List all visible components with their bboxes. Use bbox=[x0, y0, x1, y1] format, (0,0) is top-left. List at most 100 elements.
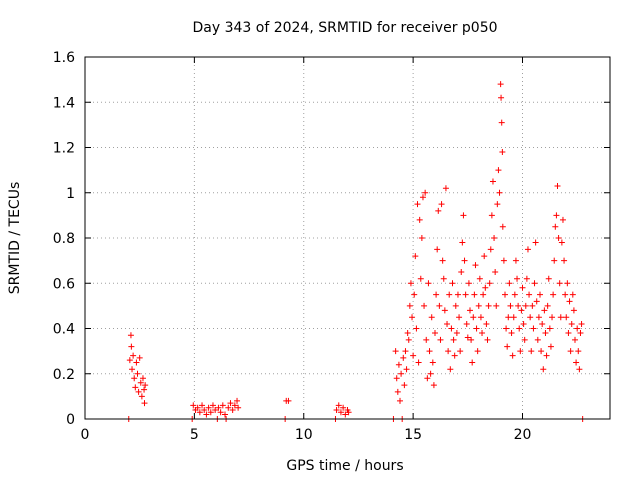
data-point bbox=[464, 334, 471, 341]
data-point bbox=[458, 268, 465, 275]
data-point bbox=[203, 411, 210, 418]
data-point bbox=[578, 320, 585, 327]
data-point bbox=[506, 280, 513, 287]
data-point bbox=[480, 291, 487, 298]
data-point bbox=[460, 212, 467, 219]
data-point bbox=[502, 291, 508, 298]
data-point bbox=[219, 402, 226, 409]
data-point bbox=[333, 406, 340, 413]
data-point bbox=[190, 402, 197, 409]
x-tick-label: 0 bbox=[81, 427, 90, 443]
data-point bbox=[409, 314, 416, 321]
data-point bbox=[482, 284, 489, 291]
data-point bbox=[541, 307, 548, 314]
y-tick-label: 1.2 bbox=[53, 141, 75, 157]
data-point bbox=[427, 370, 434, 377]
data-point bbox=[449, 280, 456, 287]
data-point bbox=[508, 330, 515, 337]
data-point bbox=[446, 291, 453, 298]
data-point bbox=[531, 280, 538, 287]
data-point bbox=[479, 330, 486, 337]
data-point bbox=[212, 406, 219, 413]
data-point bbox=[457, 348, 464, 355]
data-point bbox=[533, 298, 540, 305]
data-point bbox=[487, 246, 494, 253]
y-tick-label: 1.4 bbox=[53, 95, 75, 111]
data-point bbox=[437, 336, 444, 343]
data-point bbox=[511, 291, 518, 298]
data-point bbox=[196, 409, 203, 416]
data-point bbox=[436, 302, 443, 309]
data-point bbox=[432, 330, 438, 337]
data-points bbox=[125, 81, 586, 422]
data-point bbox=[406, 302, 413, 309]
x-tick-label: 5 bbox=[190, 427, 199, 443]
data-point bbox=[576, 366, 583, 373]
data-point bbox=[397, 397, 403, 404]
data-point bbox=[471, 291, 478, 298]
data-point bbox=[526, 291, 533, 298]
data-point bbox=[423, 336, 430, 343]
data-point bbox=[544, 302, 551, 309]
x-tick-label: 15 bbox=[404, 427, 422, 443]
data-point bbox=[430, 382, 437, 389]
data-point bbox=[551, 257, 558, 264]
data-point bbox=[142, 382, 149, 389]
data-point bbox=[229, 406, 236, 413]
data-point bbox=[500, 257, 507, 264]
data-point bbox=[217, 409, 224, 416]
data-point bbox=[474, 348, 481, 355]
data-point bbox=[475, 302, 482, 309]
data-point bbox=[345, 409, 352, 416]
data-point bbox=[462, 291, 469, 298]
data-point bbox=[127, 332, 134, 339]
data-point bbox=[434, 246, 441, 253]
data-point bbox=[530, 325, 537, 332]
data-point bbox=[416, 216, 423, 223]
data-point bbox=[505, 314, 512, 321]
data-point bbox=[131, 375, 138, 382]
data-point bbox=[488, 212, 495, 219]
data-point bbox=[540, 366, 547, 373]
data-point bbox=[419, 194, 426, 201]
data-point bbox=[463, 320, 470, 327]
data-point bbox=[494, 201, 501, 208]
data-point bbox=[510, 314, 517, 321]
data-point bbox=[568, 320, 575, 327]
data-point bbox=[493, 302, 500, 309]
data-point bbox=[205, 404, 212, 411]
data-point bbox=[411, 291, 418, 298]
data-point bbox=[575, 348, 582, 355]
data-point bbox=[454, 291, 461, 298]
data-point bbox=[559, 216, 566, 223]
y-tick-label: 0.8 bbox=[53, 231, 75, 247]
data-point bbox=[516, 325, 523, 332]
data-point bbox=[407, 280, 414, 287]
data-point bbox=[445, 348, 452, 355]
data-point bbox=[438, 201, 445, 208]
data-point bbox=[235, 404, 242, 411]
data-point bbox=[401, 382, 408, 389]
data-point bbox=[215, 404, 222, 411]
data-point bbox=[128, 343, 135, 350]
data-point bbox=[468, 336, 475, 343]
y-tick-label: 0.2 bbox=[53, 367, 75, 383]
data-point bbox=[529, 302, 536, 309]
data-point bbox=[546, 325, 553, 332]
data-point bbox=[222, 411, 228, 418]
data-point bbox=[497, 81, 504, 88]
data-point bbox=[564, 280, 571, 287]
data-point bbox=[574, 325, 581, 332]
y-axis-label: SRMTID / TECUs bbox=[7, 182, 23, 295]
data-point bbox=[481, 253, 488, 260]
data-point bbox=[132, 384, 139, 391]
data-point bbox=[486, 280, 493, 287]
chart-title: Day 343 of 2024, SRMTID for receiver p05… bbox=[192, 20, 497, 36]
data-point bbox=[459, 239, 466, 246]
data-point bbox=[340, 404, 347, 411]
data-point bbox=[554, 182, 561, 189]
data-point bbox=[534, 336, 541, 343]
data-point bbox=[130, 352, 137, 359]
data-point bbox=[556, 280, 563, 287]
data-point bbox=[535, 314, 542, 321]
